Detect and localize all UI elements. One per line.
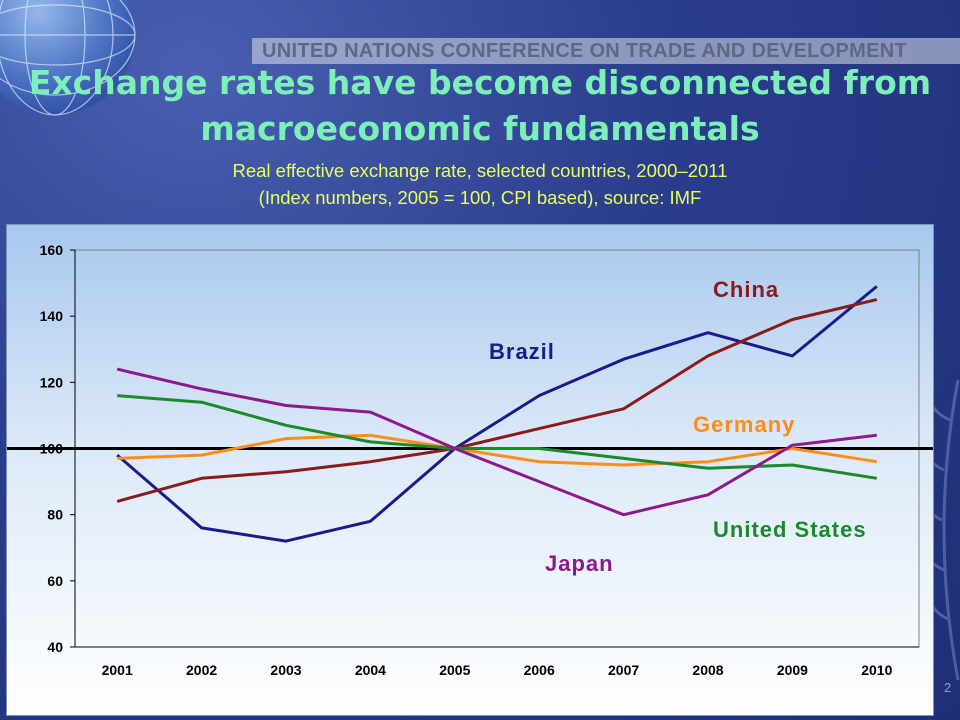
y-tick-label: 80 [47, 507, 63, 523]
series-line-japan [116, 367, 877, 517]
y-tick-label: 40 [47, 639, 63, 655]
x-tick-label: 2008 [692, 662, 723, 678]
series-line-china [116, 298, 878, 503]
y-tick-label: 140 [40, 308, 64, 324]
series-line-united-states [117, 394, 878, 480]
chart-panel: 40 60 80 100 120 140 160 2001 2002 2003 2004 2005 20… [6, 224, 934, 716]
x-tick-label: 2009 [777, 662, 808, 678]
x-tick-label: 2002 [186, 662, 217, 678]
series-label-japan: Japan [545, 551, 614, 576]
series-line-brazil [116, 285, 878, 543]
org-banner [252, 38, 960, 64]
subtitle-line-1: Real effective exchange rate, selected c… [232, 160, 728, 181]
slide-title: Exchange rates have become disconnected … [28, 63, 932, 148]
x-tick-label: 2004 [355, 662, 386, 678]
chart-subtitle: Real effective exchange rate, selected c… [20, 157, 940, 211]
x-tick-label: 2003 [270, 662, 301, 678]
page-number: 2 [944, 680, 952, 695]
series-label-united-states: United States [713, 517, 867, 542]
series-label-brazil: Brazil [489, 339, 555, 364]
series-label-germany: Germany [693, 412, 795, 437]
x-tick-label: 2001 [102, 662, 133, 678]
subtitle-line-2: (Index numbers, 2005 = 100, CPI based), … [258, 187, 702, 208]
x-tick-label: 2006 [524, 662, 555, 678]
x-tick-label: 2010 [861, 662, 892, 678]
organization-name: UNITED NATIONS CONFERENCE ON TRADE AND D… [262, 40, 908, 62]
y-tick-label: 120 [40, 374, 64, 390]
series-label-china: China [713, 277, 779, 302]
y-tick-label: 160 [40, 242, 64, 258]
globe-icon [0, 0, 136, 116]
x-tick-label: 2007 [608, 662, 639, 678]
x-tick-label: 2005 [439, 662, 470, 678]
series-line-germany [117, 433, 878, 467]
y-tick-label: 60 [47, 573, 63, 589]
